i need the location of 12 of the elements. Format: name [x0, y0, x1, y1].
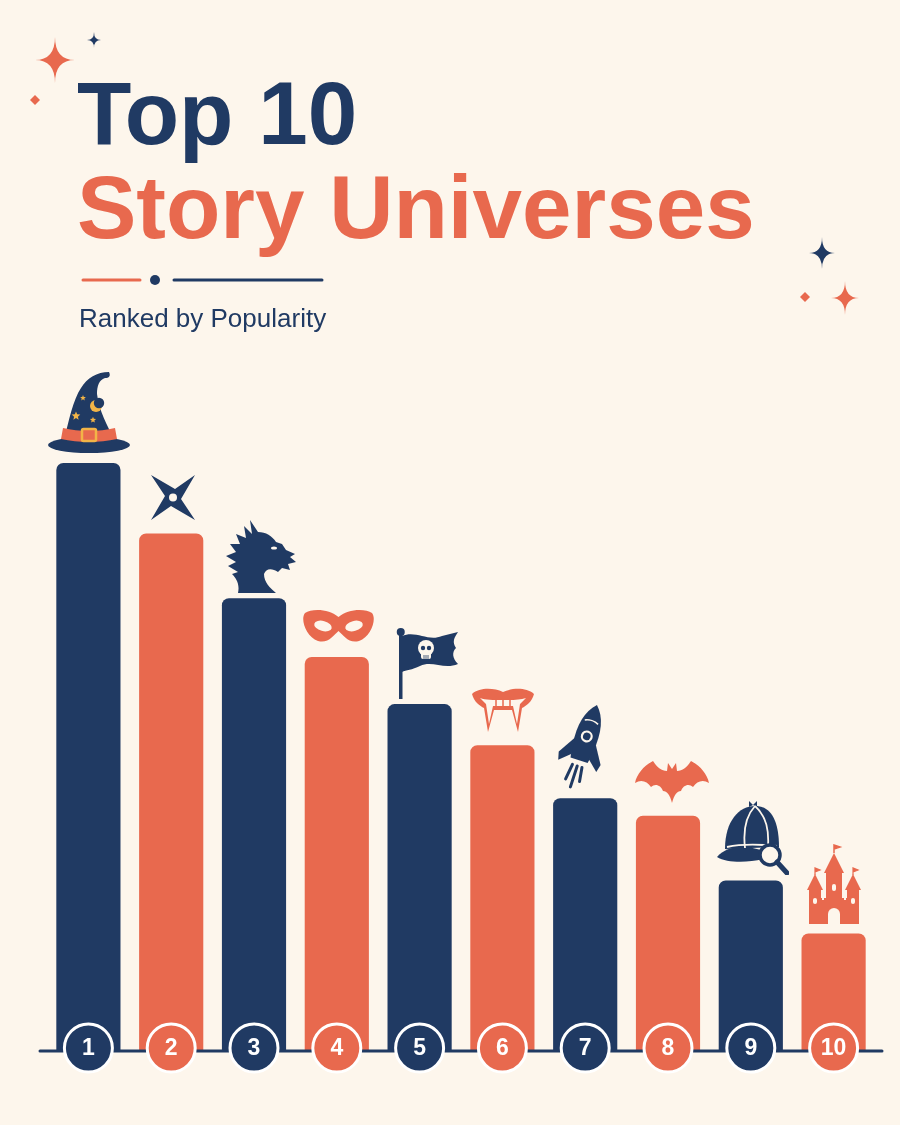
x-tick-label: 4: [330, 1034, 344, 1061]
x-tick-label: 10: [820, 1034, 847, 1061]
x-tick-label: 9: [744, 1034, 758, 1061]
x-tick-label: 6: [496, 1034, 509, 1061]
x-tick-label: 7: [578, 1034, 592, 1061]
chart-title: Top 10 Story Universes: [77, 63, 755, 257]
chart-subtitle: Ranked by Popularity: [79, 303, 327, 333]
x-tick-label: 3: [247, 1034, 261, 1061]
x-tick-label: 1: [82, 1034, 95, 1061]
x-tick-label: 2: [164, 1034, 178, 1061]
x-tick-label: 8: [661, 1034, 675, 1061]
x-tick-label: 5: [413, 1034, 427, 1061]
